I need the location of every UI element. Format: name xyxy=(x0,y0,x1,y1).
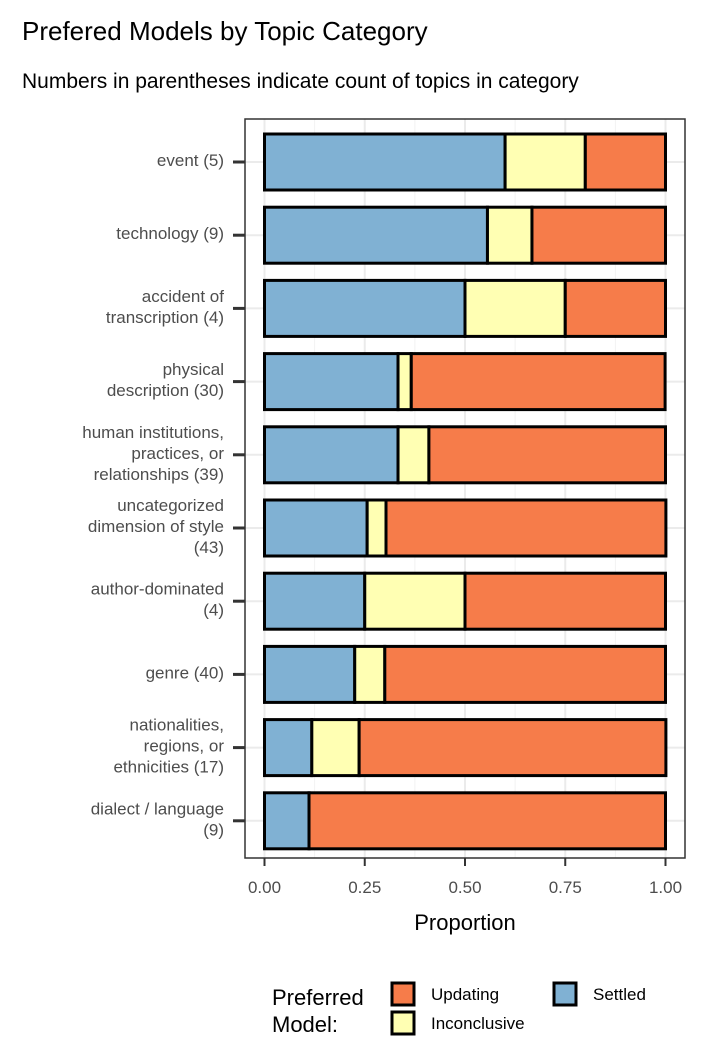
bar-segment-updating xyxy=(583,132,667,192)
bar-segment-updating xyxy=(409,352,667,412)
y-tick-label: author-dominated (4) xyxy=(91,580,224,620)
bar-segment-inconclusive xyxy=(463,278,567,338)
y-tick-label: human institutions, practices, or relation… xyxy=(82,423,224,484)
bar-segment-inconclusive xyxy=(310,718,361,778)
bar-segment-inconclusive xyxy=(503,132,587,192)
x-axis-title: Proportion xyxy=(414,910,516,935)
bar-segment-updating xyxy=(307,791,667,851)
bar-segment-updating xyxy=(427,425,667,485)
y-tick-label: dialect / language (9) xyxy=(91,800,224,840)
bar-segment-settled xyxy=(263,791,311,851)
legend-swatch-updating xyxy=(390,981,416,1007)
x-tick-label: 1.00 xyxy=(649,878,682,897)
chart-subtitle: Numbers in parentheses indicate count of… xyxy=(22,70,579,93)
x-tick-label: 0.50 xyxy=(448,878,481,897)
bar-segment-settled xyxy=(263,352,400,412)
legend-label-settled: Settled xyxy=(593,985,646,1004)
bar-segment-settled xyxy=(263,644,357,704)
bar-segment-updating xyxy=(383,644,667,704)
bar-segment-inconclusive xyxy=(396,352,413,412)
y-tick-label: physical description (30) xyxy=(107,361,224,401)
y-tick-label: nationalities, regions, or ethnicities (17… xyxy=(113,716,224,777)
bar-segment-updating xyxy=(384,498,668,558)
y-tick-label: uncategorized dimension of style (43) xyxy=(88,496,224,557)
bar-segment-updating xyxy=(563,278,667,338)
bar-segment-inconclusive xyxy=(396,425,431,485)
bar-segment-updating xyxy=(530,205,667,265)
bar-segment-settled xyxy=(263,425,400,485)
y-tick-label: accident of transcription (4) xyxy=(106,287,224,327)
bar-segment-inconclusive xyxy=(363,571,467,631)
bar-segment-inconclusive xyxy=(353,644,387,704)
legend-swatch-inconclusive xyxy=(390,1010,416,1036)
bar-segment-settled xyxy=(263,571,367,631)
x-tick-label: 0.00 xyxy=(248,878,281,897)
bar-segment-updating xyxy=(357,718,668,778)
bar-segment-settled xyxy=(263,718,314,778)
bar-segment-inconclusive xyxy=(485,205,534,265)
bar-segment-settled xyxy=(263,205,489,265)
bar-segment-inconclusive xyxy=(365,498,388,558)
y-tick-label: event (5) xyxy=(157,151,224,170)
legend-label-updating: Updating xyxy=(431,985,499,1004)
x-tick-label: 0.25 xyxy=(348,878,381,897)
legend-label-inconclusive: Inconclusive xyxy=(431,1014,525,1033)
bar-segment-settled xyxy=(263,278,467,338)
legend-title: Preferred Model: xyxy=(272,985,364,1037)
bar-segment-settled xyxy=(263,132,507,192)
chart-title: Prefered Models by Topic Category xyxy=(22,16,428,46)
bar-segment-settled xyxy=(263,498,369,558)
y-tick-label: technology (9) xyxy=(116,225,224,244)
bar-segment-updating xyxy=(463,571,667,631)
legend-swatch-settled xyxy=(552,981,578,1007)
y-tick-label: genre (40) xyxy=(146,664,224,683)
x-tick-label: 0.75 xyxy=(549,878,582,897)
